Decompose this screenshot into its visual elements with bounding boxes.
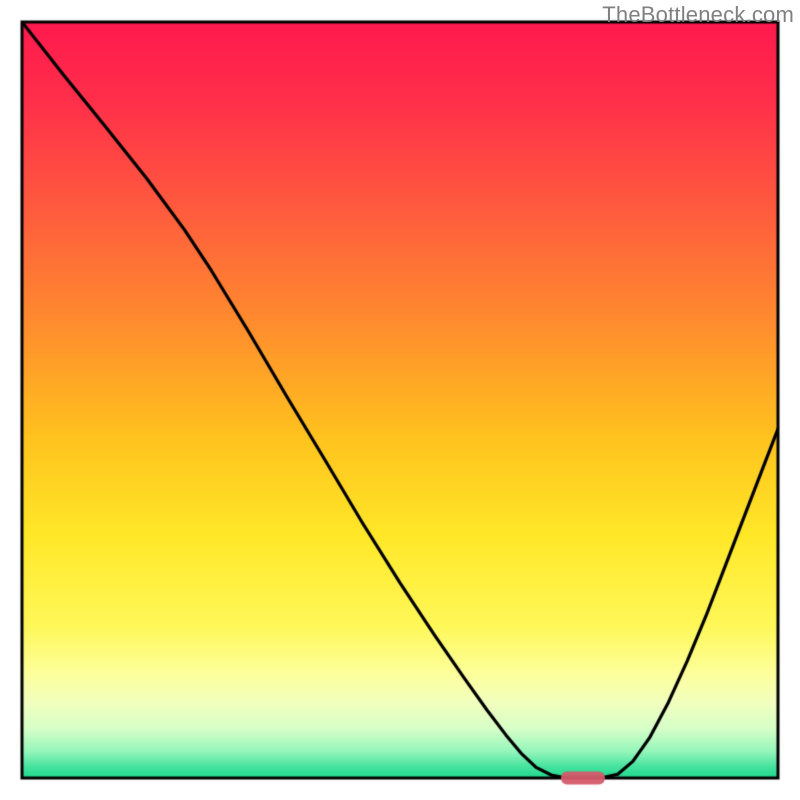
watermark-text: TheBottleneck.com (602, 2, 794, 28)
bottleneck-chart-canvas (0, 0, 800, 800)
chart-container: { "watermark": { "text": "TheBottleneck.… (0, 0, 800, 800)
